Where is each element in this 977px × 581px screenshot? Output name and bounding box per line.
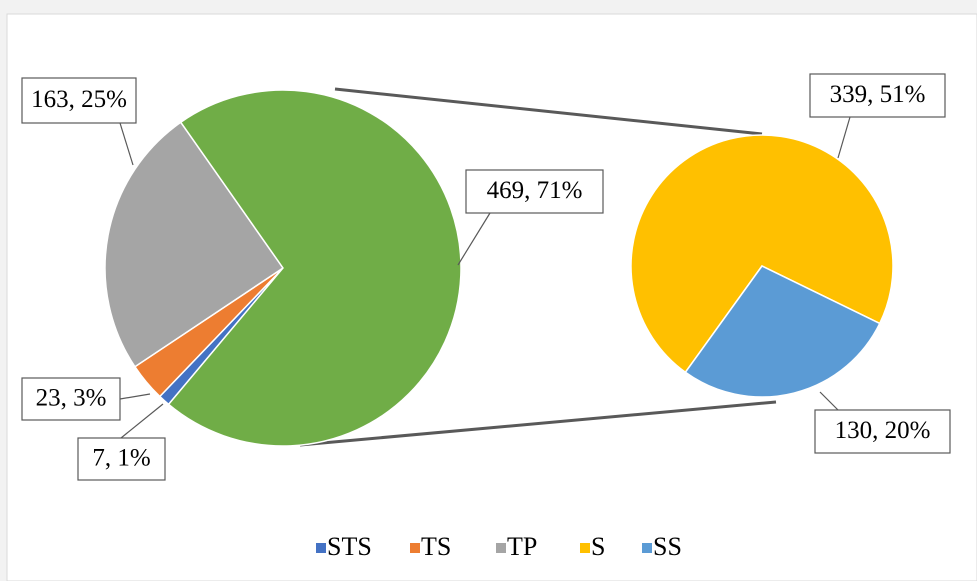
- label-box: [77, 437, 166, 481]
- leader-line: [457, 212, 491, 266]
- legend-label: SS: [653, 532, 682, 561]
- legend-label: TS: [421, 532, 451, 561]
- label-box: [465, 169, 604, 214]
- leader-line: [837, 116, 851, 159]
- data-label: 7, 1%: [92, 445, 150, 472]
- label-box: [814, 409, 951, 454]
- legend-label: STS: [327, 532, 372, 561]
- data-label: 163, 25%: [31, 86, 127, 113]
- connector-line: [334, 87, 763, 136]
- legend-swatch: [410, 543, 420, 553]
- pie-slice: [630, 134, 894, 374]
- leader-line: [119, 393, 151, 400]
- leader-line: [819, 391, 839, 411]
- legend-swatch: [642, 543, 652, 553]
- data-label: 23, 3%: [36, 385, 107, 412]
- legend-swatch: [496, 543, 506, 553]
- pie-slice: [167, 89, 462, 447]
- leader-line: [119, 122, 134, 166]
- data-label: 469, 71%: [487, 177, 583, 204]
- leader-line: [120, 403, 164, 439]
- label-box: [21, 77, 137, 124]
- legend-swatch: [316, 543, 326, 553]
- connector-line: [299, 400, 777, 447]
- label-box: [809, 73, 946, 118]
- data-label: 130, 20%: [835, 417, 931, 444]
- data-label: 339, 51%: [830, 81, 926, 108]
- pie-slice: [104, 121, 285, 368]
- label-box: [21, 377, 121, 421]
- pie-slice: [684, 265, 881, 398]
- legend-label: S: [591, 532, 605, 561]
- legend-swatch: [580, 543, 590, 553]
- legend-label: TP: [507, 532, 537, 561]
